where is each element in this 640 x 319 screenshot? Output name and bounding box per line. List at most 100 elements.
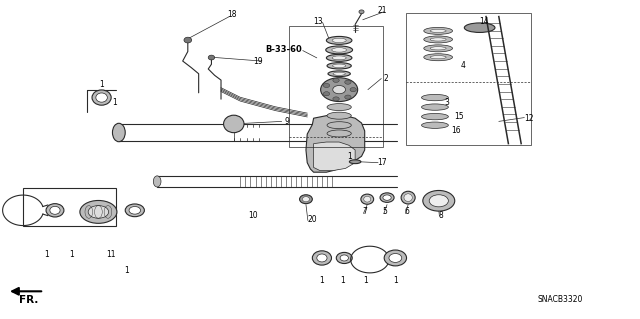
Text: 1: 1 xyxy=(319,276,323,285)
Ellipse shape xyxy=(364,196,371,202)
Text: 15: 15 xyxy=(454,112,464,121)
Ellipse shape xyxy=(327,63,351,69)
Bar xyxy=(23,188,116,226)
Ellipse shape xyxy=(424,36,452,43)
Ellipse shape xyxy=(384,250,406,266)
Text: FR.: FR. xyxy=(19,295,38,305)
Ellipse shape xyxy=(88,205,109,218)
Text: 14: 14 xyxy=(479,17,489,26)
Ellipse shape xyxy=(336,252,352,263)
Ellipse shape xyxy=(333,72,346,75)
Ellipse shape xyxy=(332,56,346,60)
Ellipse shape xyxy=(300,195,312,204)
Polygon shape xyxy=(314,142,355,171)
Text: 9: 9 xyxy=(285,117,290,126)
Text: 1: 1 xyxy=(394,276,398,285)
Text: 16: 16 xyxy=(451,126,461,135)
Text: 7: 7 xyxy=(363,207,367,216)
Text: 5: 5 xyxy=(383,207,387,216)
Text: 10: 10 xyxy=(248,211,258,219)
Ellipse shape xyxy=(333,97,339,101)
Ellipse shape xyxy=(323,92,330,96)
Ellipse shape xyxy=(345,80,351,84)
Ellipse shape xyxy=(50,206,60,214)
Ellipse shape xyxy=(208,55,214,60)
Text: 17: 17 xyxy=(378,158,387,167)
Ellipse shape xyxy=(430,56,446,59)
Ellipse shape xyxy=(327,122,351,129)
Ellipse shape xyxy=(326,46,353,54)
Text: 1: 1 xyxy=(340,276,345,285)
Text: 1: 1 xyxy=(363,276,367,285)
Ellipse shape xyxy=(424,27,452,34)
Ellipse shape xyxy=(361,194,374,204)
Ellipse shape xyxy=(327,104,351,111)
Text: SNACB3320: SNACB3320 xyxy=(537,295,582,304)
Ellipse shape xyxy=(92,90,111,105)
Ellipse shape xyxy=(333,78,339,82)
Text: 1: 1 xyxy=(100,80,104,89)
Text: 13: 13 xyxy=(314,17,323,26)
Ellipse shape xyxy=(46,204,64,217)
Text: 11: 11 xyxy=(106,250,116,259)
Ellipse shape xyxy=(96,93,108,102)
Polygon shape xyxy=(306,115,365,172)
Ellipse shape xyxy=(422,104,449,110)
Text: 21: 21 xyxy=(378,6,387,15)
Text: 1: 1 xyxy=(124,266,129,275)
Ellipse shape xyxy=(424,45,452,52)
Ellipse shape xyxy=(327,130,351,137)
Ellipse shape xyxy=(323,84,330,87)
Ellipse shape xyxy=(129,206,141,214)
Ellipse shape xyxy=(303,197,310,202)
Ellipse shape xyxy=(350,87,356,92)
Text: 12: 12 xyxy=(524,114,534,123)
Ellipse shape xyxy=(184,37,191,43)
Text: 19: 19 xyxy=(253,56,262,65)
Text: 1: 1 xyxy=(44,250,49,259)
Text: 18: 18 xyxy=(227,11,237,19)
Ellipse shape xyxy=(430,38,446,41)
Ellipse shape xyxy=(113,123,125,142)
Ellipse shape xyxy=(422,122,449,128)
Ellipse shape xyxy=(326,36,352,44)
Ellipse shape xyxy=(312,251,332,265)
Text: 4: 4 xyxy=(461,61,465,70)
Ellipse shape xyxy=(321,78,358,101)
Text: 6: 6 xyxy=(404,207,409,216)
Text: 20: 20 xyxy=(307,215,317,224)
Ellipse shape xyxy=(340,255,348,261)
Ellipse shape xyxy=(154,176,161,187)
Ellipse shape xyxy=(429,195,449,207)
Text: 3: 3 xyxy=(445,98,449,107)
Ellipse shape xyxy=(326,54,352,61)
Ellipse shape xyxy=(332,48,346,52)
Text: 1: 1 xyxy=(69,250,74,259)
Ellipse shape xyxy=(422,94,449,101)
Ellipse shape xyxy=(389,254,402,263)
Ellipse shape xyxy=(345,95,351,99)
Text: 2: 2 xyxy=(384,74,388,83)
Ellipse shape xyxy=(465,23,495,33)
Ellipse shape xyxy=(125,204,145,217)
Ellipse shape xyxy=(401,191,415,204)
Ellipse shape xyxy=(223,115,244,133)
Ellipse shape xyxy=(328,71,350,77)
Ellipse shape xyxy=(333,64,346,68)
Ellipse shape xyxy=(430,29,446,33)
Ellipse shape xyxy=(424,54,452,61)
Ellipse shape xyxy=(349,160,361,164)
Ellipse shape xyxy=(327,112,351,119)
Text: 1: 1 xyxy=(113,98,117,107)
Ellipse shape xyxy=(380,193,394,202)
Ellipse shape xyxy=(333,85,346,94)
Text: B-33-60: B-33-60 xyxy=(266,45,303,55)
Ellipse shape xyxy=(383,195,391,200)
Ellipse shape xyxy=(332,38,346,42)
Ellipse shape xyxy=(359,10,364,14)
Text: 1: 1 xyxy=(347,152,351,161)
Text: 8: 8 xyxy=(438,211,443,219)
Ellipse shape xyxy=(317,254,327,262)
Ellipse shape xyxy=(80,200,117,223)
Ellipse shape xyxy=(430,47,446,50)
